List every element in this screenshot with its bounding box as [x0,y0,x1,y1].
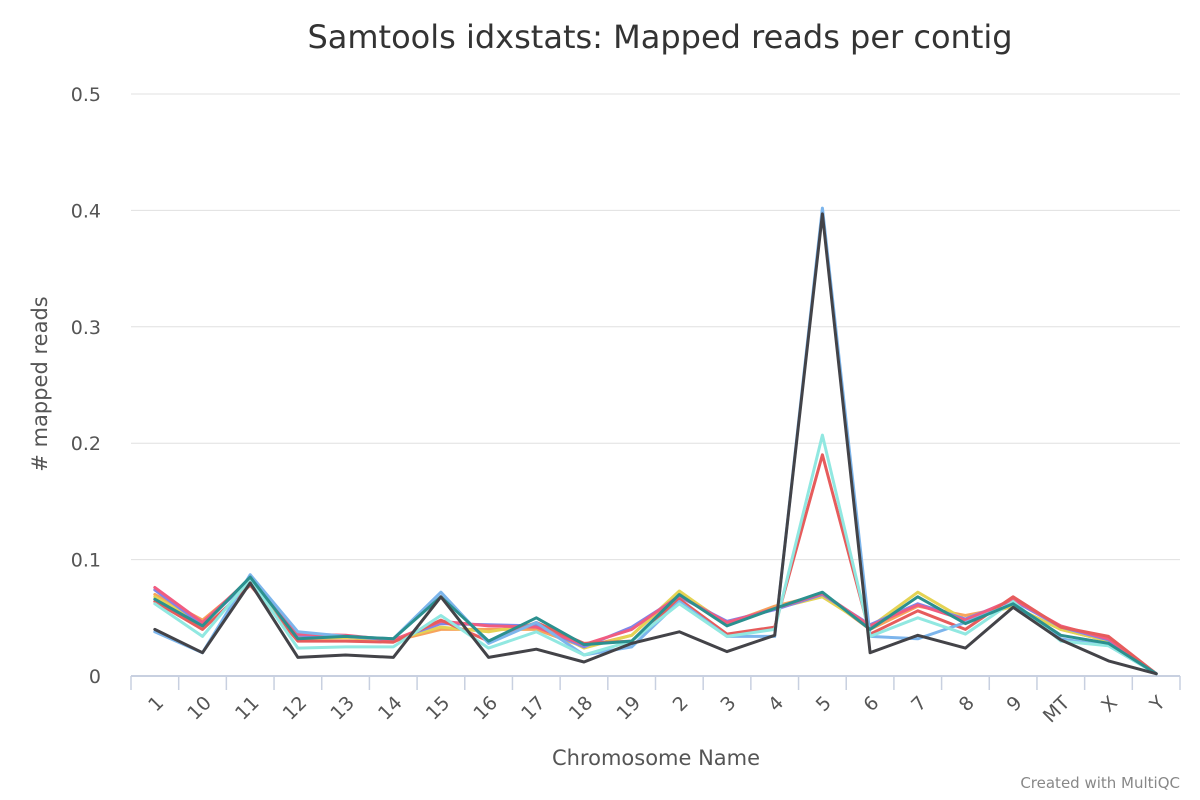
x-tick-label: 4 [764,692,788,716]
x-tick-label: MT [1039,692,1075,728]
y-tick-label: 0.1 [71,550,101,572]
y-tick-label: 0.4 [71,200,101,222]
y-tick-label: 0 [89,666,101,688]
chart-title: Samtools idxstats: Mapped reads per cont… [307,18,1012,56]
x-tick-label: 2 [669,692,693,716]
series-line-0[interactable] [155,581,1156,674]
x-tick-label: 18 [565,692,598,725]
x-tick-label: 7 [907,692,931,716]
x-tick-label: 13 [326,692,359,725]
y-tick-label: 0.2 [71,433,101,455]
x-tick-label: 5 [812,692,836,716]
y-axis-label: # mapped reads [28,296,52,471]
x-tick-label: 3 [716,692,740,716]
y-axis-ticks: 0 0.1 0.2 0.3 0.4 0.5 [71,84,101,688]
x-tick-label: 19 [612,692,645,725]
y-tick-label: 0.3 [71,317,101,339]
x-tick-label: 1 [144,692,168,716]
x-tick-label: 9 [1002,692,1026,716]
x-tick-label: 15 [422,692,455,725]
x-tick-label: 16 [469,692,502,725]
x-tick-label: 11 [231,692,264,725]
x-tick-label: 17 [517,692,550,725]
x-tick-label: 10 [183,692,216,725]
series-line-4[interactable] [155,455,1156,674]
x-tick-label: 12 [279,692,312,725]
x-tick-label: 14 [374,692,407,725]
x-tick-label: 8 [955,692,979,716]
series-layer [155,208,1156,674]
multiqc-credit-link[interactable]: Created with MultiQC [1020,774,1180,792]
series-line-2[interactable] [155,579,1156,673]
x-tick-label: 6 [859,692,883,716]
x-axis-label: Chromosome Name [552,746,760,770]
grid-layer [131,94,1180,560]
x-tick-label: Y [1145,692,1170,717]
x-axis: 1 10 11 12 13 14 15 16 17 18 19 2 3 4 5 6 7 8 9 MT X Y [131,676,1180,727]
y-tick-label: 0.5 [71,84,101,106]
x-tick-label: X [1097,692,1122,717]
series-line-1[interactable] [155,579,1156,673]
